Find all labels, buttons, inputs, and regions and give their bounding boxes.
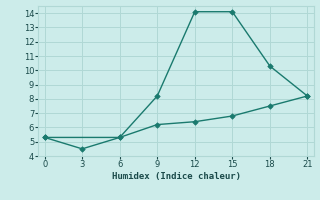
- X-axis label: Humidex (Indice chaleur): Humidex (Indice chaleur): [111, 172, 241, 181]
